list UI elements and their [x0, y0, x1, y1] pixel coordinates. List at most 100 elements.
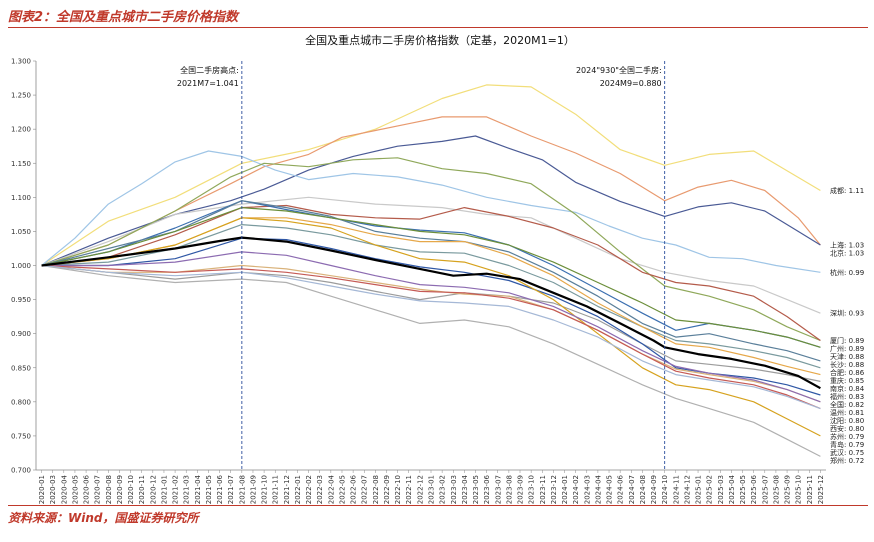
end-label-天津: 天津: 0.88 — [830, 353, 864, 361]
x-tick-label: 2020-01 — [38, 475, 46, 504]
x-tick-label: 2025-10 — [795, 475, 803, 504]
x-tick-label: 2024-07 — [628, 475, 636, 504]
x-tick-label: 2024-06 — [617, 474, 625, 504]
chart-series — [41, 84, 821, 457]
x-tick-label: 2020-03 — [49, 475, 57, 504]
x-tick-label: 2023-09 — [517, 475, 525, 504]
x-tick-label: 2021-06 — [216, 474, 224, 504]
x-tick-label: 2024-12 — [683, 475, 691, 504]
series-line-青岛 — [41, 264, 821, 410]
end-label-西安: 西安: 0.80 — [830, 424, 864, 433]
source-note: 资料来源：Wind，国盛证券研究所 — [8, 511, 199, 525]
x-tick-label: 2022-10 — [394, 475, 402, 504]
x-tick-label: 2021-04 — [194, 474, 202, 504]
end-label-温州: 温州: 0.81 — [830, 408, 864, 417]
series-line-福州 — [41, 264, 821, 382]
x-tick-label: 2022-02 — [305, 475, 313, 504]
y-tick-label: 1.250 — [11, 92, 31, 100]
x-tick-label: 2024-05 — [606, 475, 614, 504]
x-tick-label: 2025-12 — [817, 475, 825, 504]
series-line-武汉 — [41, 217, 821, 437]
y-tick-label: 1.100 — [11, 194, 31, 202]
x-tick-label: 2022-01 — [294, 475, 302, 504]
end-label-杭州: 杭州: 0.99 — [830, 268, 864, 277]
series-line-上海 — [41, 116, 821, 267]
x-tick-label: 2025-09 — [784, 475, 792, 504]
x-tick-label: 2023-06 — [483, 474, 491, 504]
series-line-杭州 — [41, 150, 821, 273]
x-tick-label: 2024-03 — [583, 475, 591, 504]
annotation-label: 全国二手房高点: — [180, 65, 239, 75]
y-tick-label: 0.850 — [11, 364, 31, 372]
x-tick-label: 2024-01 — [561, 475, 569, 504]
series-line-郑州 — [41, 264, 821, 457]
x-tick-label: 2022-08 — [372, 475, 380, 504]
x-tick-label: 2020-12 — [149, 475, 157, 504]
x-tick-label: 2024-08 — [639, 475, 647, 504]
chart-annotations: 全国二手房高点: 2021M7=1.041 2024"930"全国二手房: 2024M… — [177, 61, 666, 470]
x-tick-label: 2025-11 — [806, 475, 814, 504]
x-tick-label: 2023-08 — [505, 475, 513, 504]
end-label-合肥: 合肥: 0.86 — [830, 368, 865, 377]
x-tick-label: 2023-07 — [494, 475, 502, 504]
x-tick-label: 2023-12 — [550, 475, 558, 504]
end-label-成都: 成都: 1.11 — [830, 186, 864, 195]
series-line-全国 — [41, 236, 821, 390]
series-line-厦门 — [41, 157, 821, 342]
x-tick-label: 2021-10 — [261, 475, 269, 504]
end-label-郑州: 郑州: 0.72 — [830, 457, 864, 465]
x-tick-label: 2022-07 — [361, 475, 369, 504]
x-tick-label: 2021-11 — [272, 475, 280, 504]
caption-rule — [8, 27, 868, 28]
x-tick-label: 2023-01 — [428, 475, 436, 504]
x-tick-label: 2023-11 — [539, 475, 547, 504]
series-line-西安 — [41, 251, 821, 403]
line-chart: 全国及重点城市二手房价格指数（定基，2020M1=1） 0.7000.7500.… — [11, 33, 865, 504]
y-tick-label: 1.150 — [11, 160, 31, 168]
x-tick-label: 2023-02 — [439, 475, 447, 504]
series-line-北京 — [41, 135, 821, 267]
x-tick-label: 2025-07 — [761, 475, 769, 504]
end-label-长沙: 长沙: 0.88 — [830, 360, 864, 369]
series-line-天津 — [41, 200, 821, 348]
annotation-value: 2021M7=1.041 — [177, 79, 239, 88]
series-line-成都 — [41, 84, 821, 266]
y-tick-label: 0.800 — [11, 398, 31, 406]
x-tick-label: 2022-12 — [416, 475, 424, 504]
annotation-value: 2024M9=0.880 — [600, 79, 662, 88]
x-tick-label: 2021-01 — [160, 475, 168, 504]
x-tick-label: 2022-09 — [383, 475, 391, 504]
x-tick-label: 2022-03 — [316, 475, 324, 504]
x-tick-label: 2023-05 — [472, 475, 480, 504]
series-line-重庆 — [41, 224, 821, 369]
x-tick-label: 2021-02 — [172, 475, 180, 504]
x-tick-label: 2025-08 — [772, 475, 780, 504]
end-label-福州: 福州: 0.83 — [830, 392, 864, 401]
y-tick-label: 0.900 — [11, 330, 31, 338]
series-line-广州 — [41, 204, 821, 341]
x-tick-label: 2025-06 — [750, 474, 758, 504]
series-line-长沙 — [41, 207, 821, 348]
x-tick-label: 2025-03 — [717, 475, 725, 504]
annotation-label: 2024"930"全国二手房: — [576, 65, 662, 75]
x-tick-label: 2024-02 — [572, 475, 580, 504]
x-tick-label: 2025-05 — [739, 475, 747, 504]
x-tick-label: 2021-05 — [205, 475, 213, 504]
x-tick-label: 2022-04 — [327, 474, 335, 504]
end-label-南京: 南京: 0.84 — [830, 384, 865, 393]
source-rule — [8, 505, 868, 506]
x-tick-label: 2022-05 — [338, 475, 346, 504]
x-tick-label: 2021-07 — [227, 475, 235, 504]
end-label-重庆: 重庆: 0.85 — [830, 376, 864, 385]
end-label-苏州: 苏州: 0.79 — [830, 432, 864, 441]
end-label-深圳: 深圳: 0.93 — [830, 309, 864, 318]
x-tick-label: 2024-09 — [650, 475, 658, 504]
x-tick-label: 2020-09 — [116, 475, 124, 504]
end-label-青岛: 青岛: 0.79 — [830, 440, 864, 449]
x-tick-label: 2020-05 — [71, 475, 79, 504]
x-tick-label: 2025-04 — [728, 474, 736, 504]
chart-title: 全国及重点城市二手房价格指数（定基，2020M1=1） — [305, 33, 575, 47]
x-tick-label: 2025-01 — [695, 475, 703, 504]
x-tick-label: 2022-11 — [405, 475, 413, 504]
